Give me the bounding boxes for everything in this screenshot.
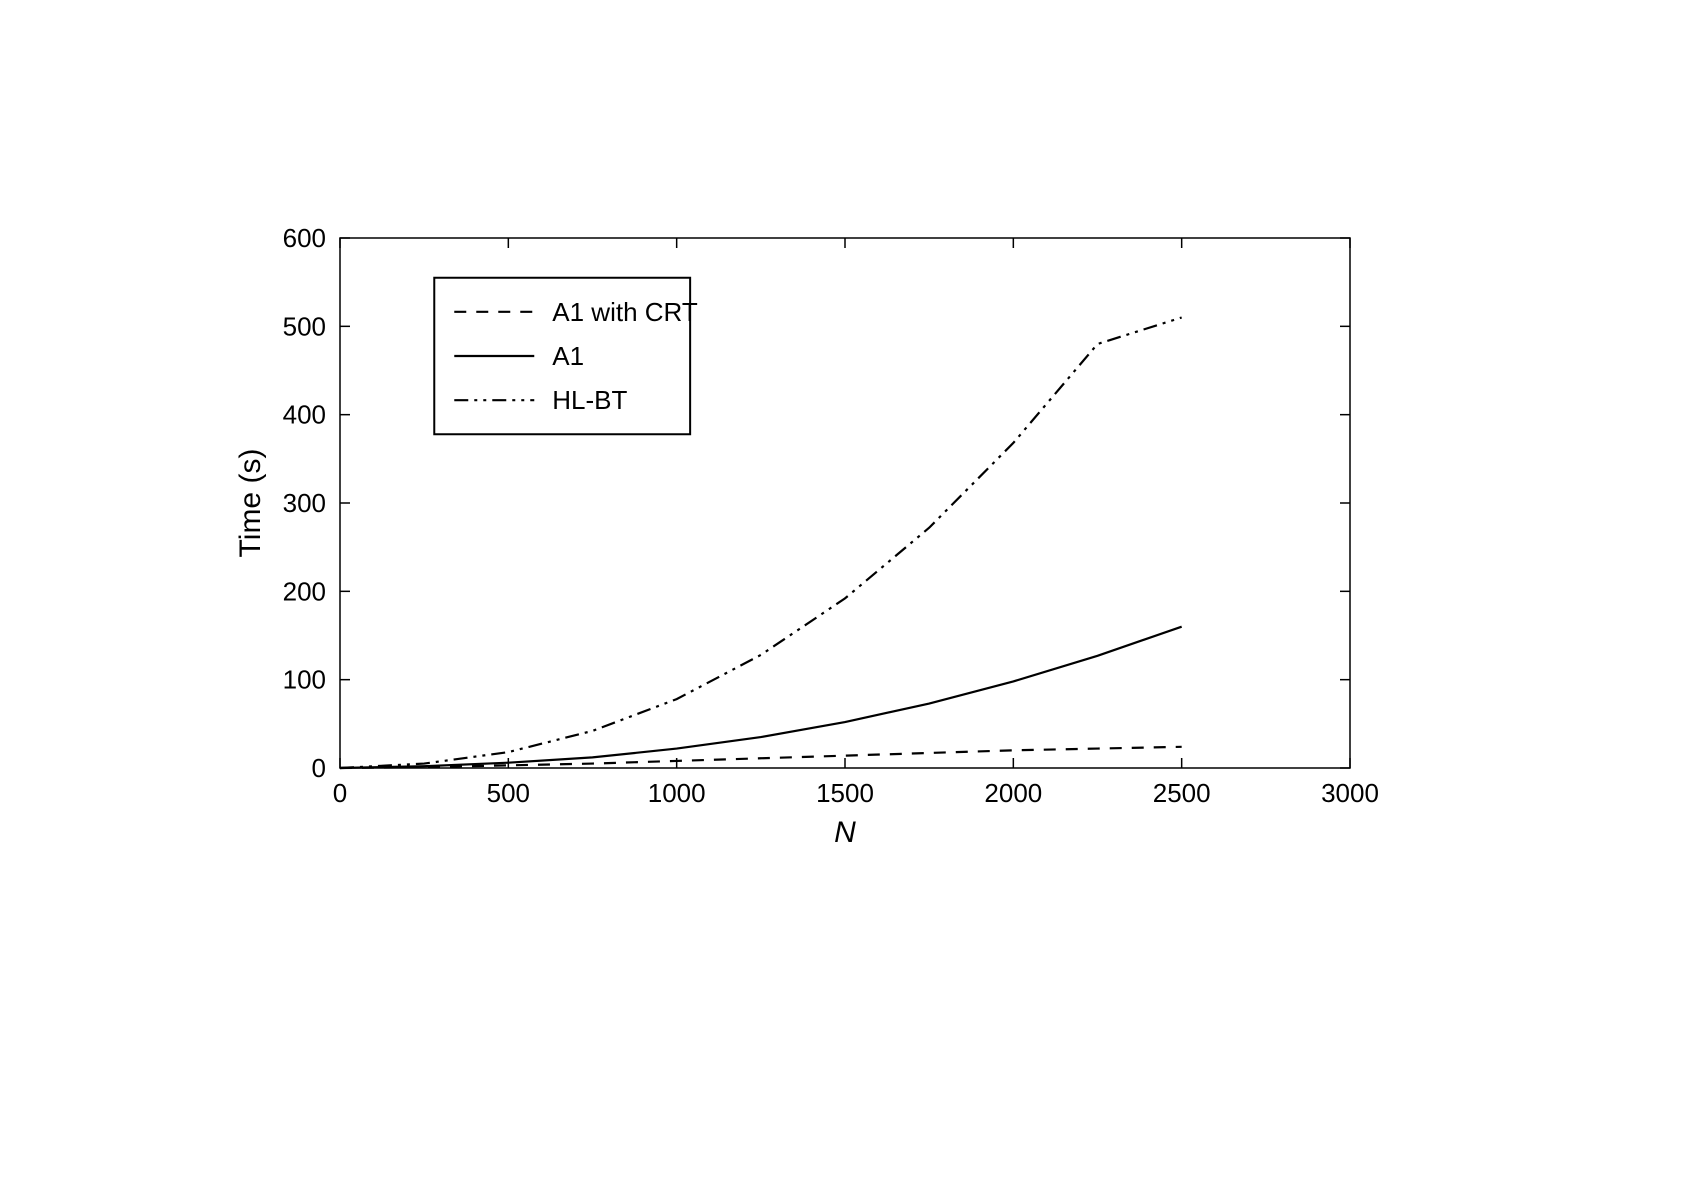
legend-label: HL-BT [552, 385, 627, 415]
x-tick-label: 0 [333, 778, 347, 808]
series-a1 [340, 627, 1182, 768]
x-tick-label: 2000 [984, 778, 1042, 808]
y-tick-label: 100 [283, 665, 326, 695]
y-tick-label: 400 [283, 400, 326, 430]
x-tick-label: 1500 [816, 778, 874, 808]
y-tick-label: 0 [312, 753, 326, 783]
legend-label: A1 with CRT [552, 297, 698, 327]
legend: A1 with CRT A1 HL-BT [434, 278, 698, 435]
x-axis-label: N [834, 816, 856, 849]
x-tick-label: 1000 [648, 778, 706, 808]
y-tick-label: 200 [283, 576, 326, 606]
y-tick-label: 300 [283, 488, 326, 518]
x-tick-label: 2500 [1153, 778, 1211, 808]
y-tick-label: 500 [283, 311, 326, 341]
x-tick-label: 500 [487, 778, 530, 808]
line-chart: 0 500 1000 1500 2000 2500 3000 0 100 200 300 400 50… [0, 0, 1700, 1200]
legend-label: A1 [552, 341, 584, 371]
x-tick-label: 3000 [1321, 778, 1379, 808]
chart-container: 0 500 1000 1500 2000 2500 3000 0 100 200 300 400 50… [0, 0, 1700, 1200]
y-axis-label: Time (s) [234, 449, 267, 558]
y-tick-label: 600 [283, 223, 326, 253]
